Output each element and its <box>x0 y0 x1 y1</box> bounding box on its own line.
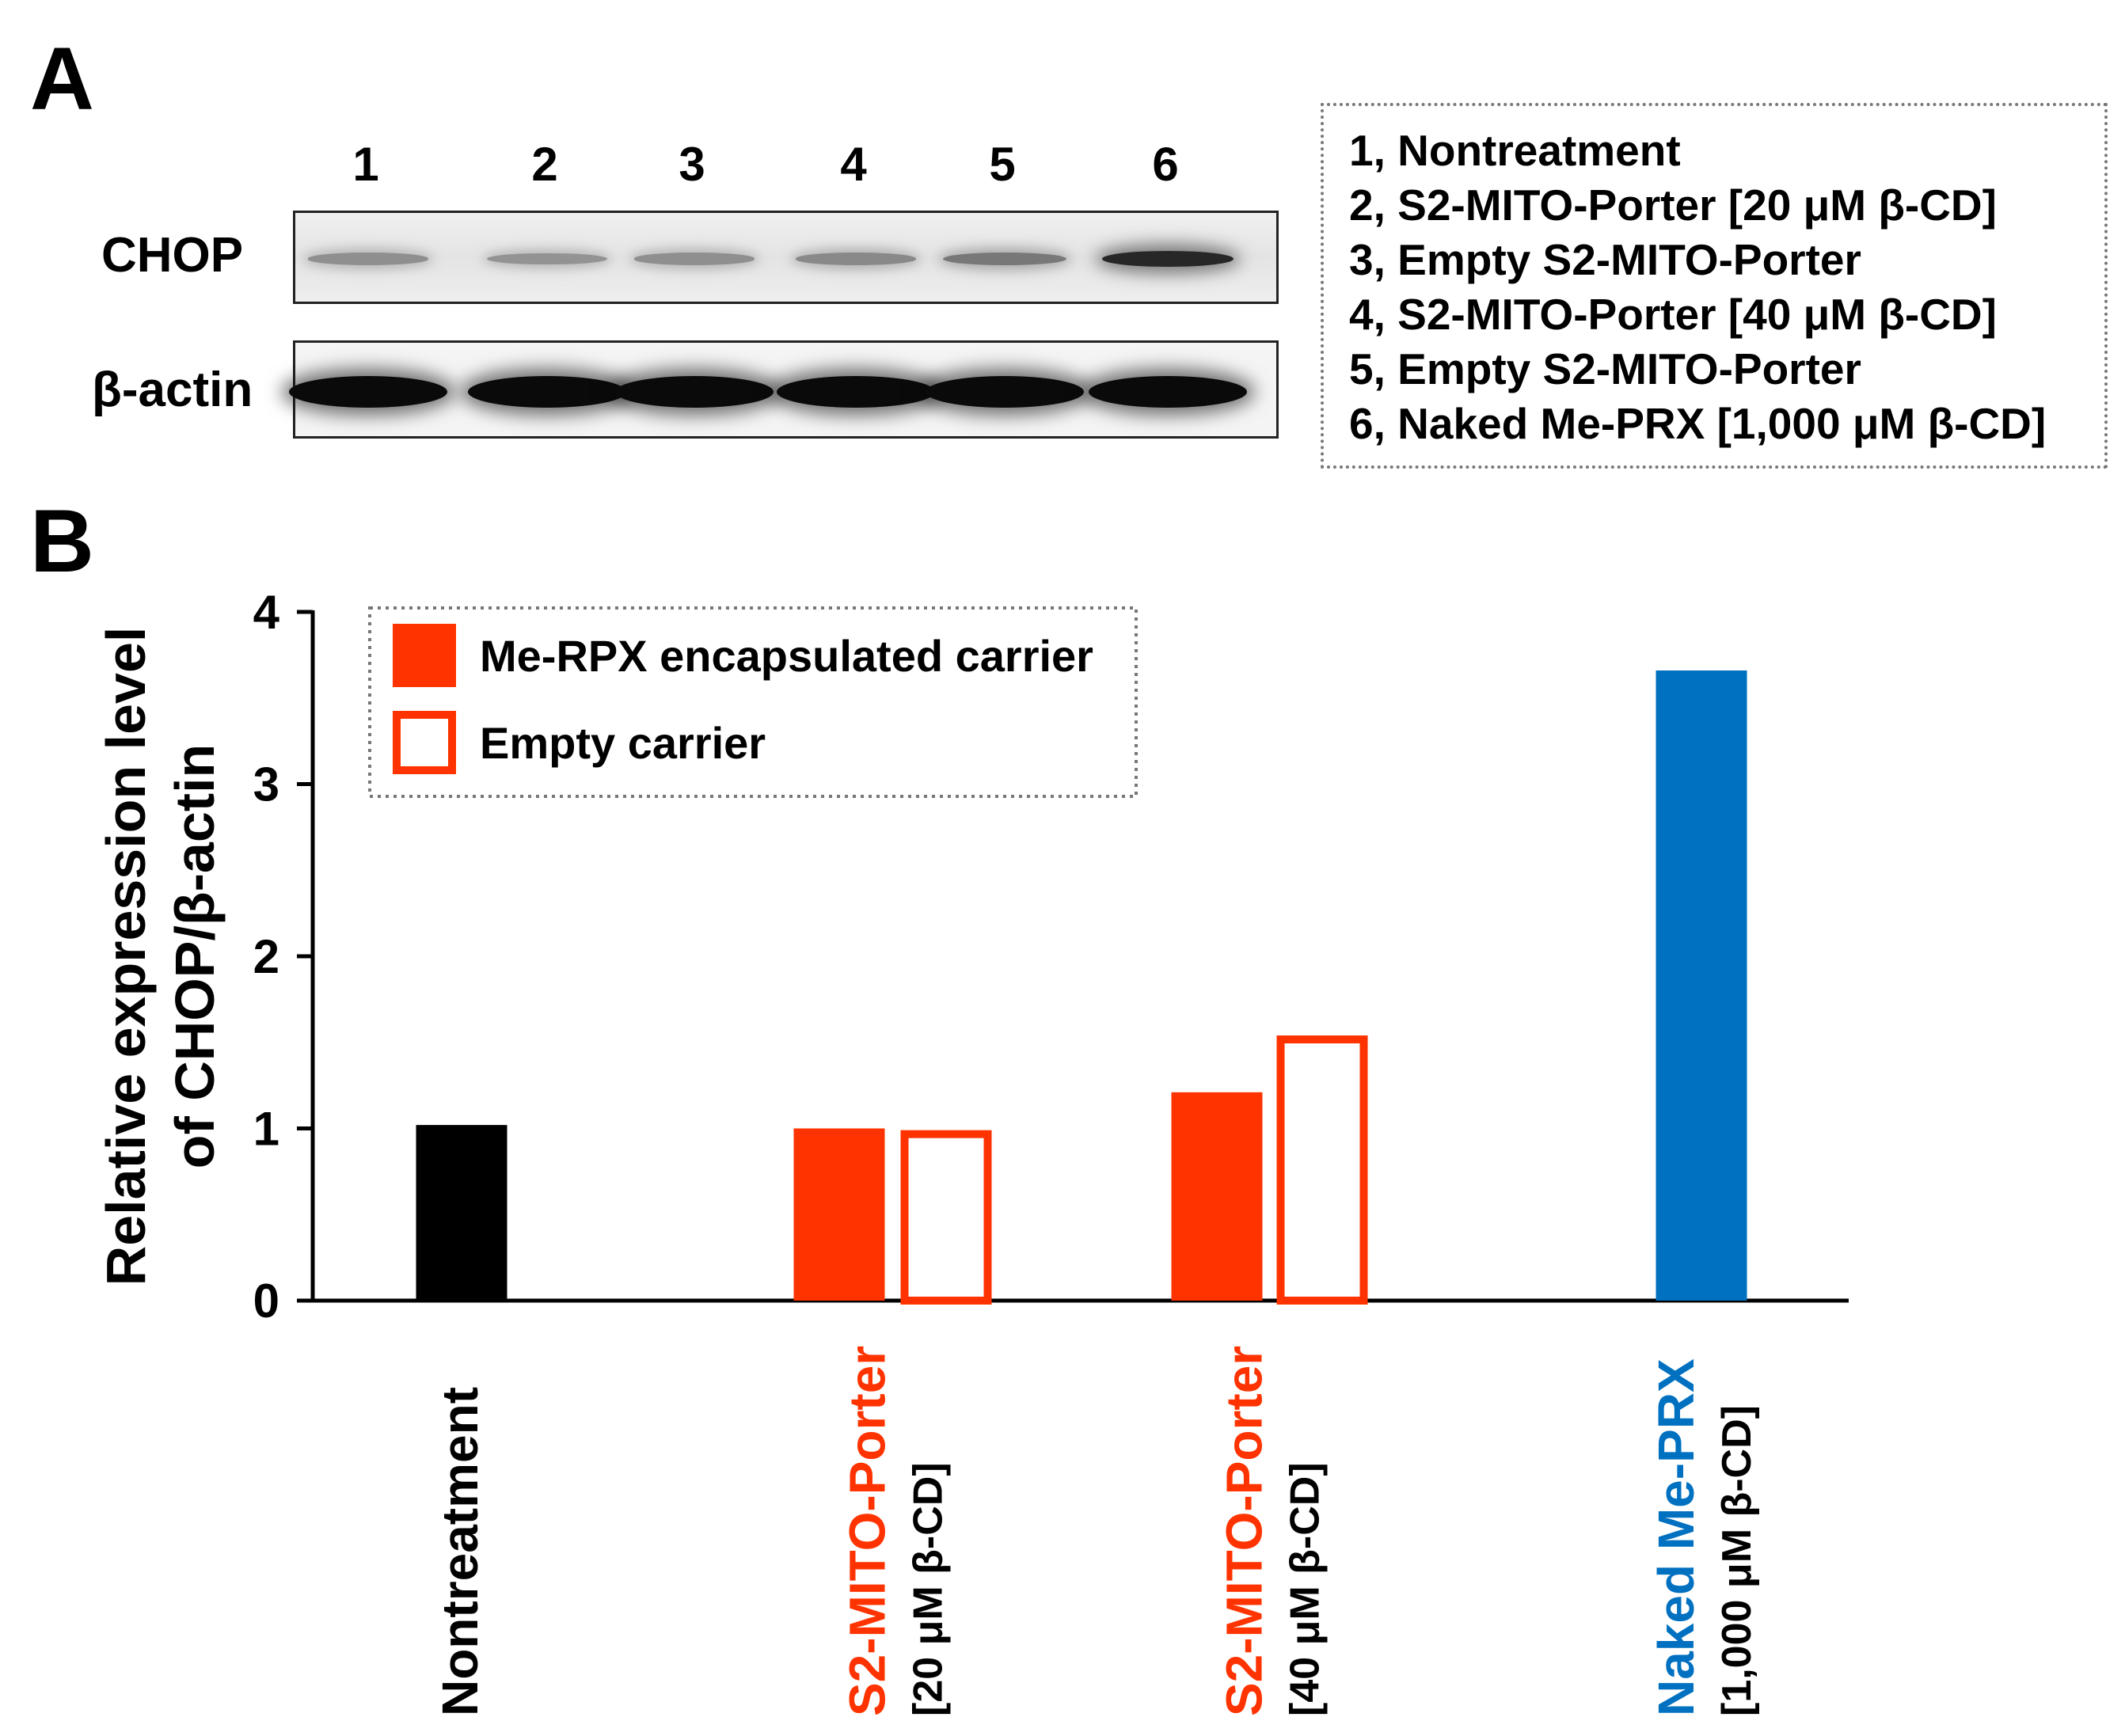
x-category-label: Naked Me-PRX <box>1648 1358 1705 1716</box>
y-tick-label: 4 <box>253 586 280 639</box>
lane-key-item: 4, S2-MITO-Porter [40 μM β-CD] <box>1349 290 1997 339</box>
bar <box>1656 670 1747 1301</box>
lane-key-item: 1, Nontreatment <box>1349 126 1681 175</box>
legend-swatch <box>393 624 456 687</box>
y-tick-label: 0 <box>253 1274 279 1328</box>
blot-band <box>1101 250 1234 268</box>
panel-b-letter: B <box>30 492 94 591</box>
blot-band <box>1089 376 1247 408</box>
panel-a-letter: A <box>30 29 94 128</box>
legend-swatch <box>393 711 456 774</box>
y-tick-label: 3 <box>253 758 279 811</box>
bar <box>1276 1035 1368 1305</box>
x-category-label: Nontreatment <box>431 1387 488 1716</box>
lane-key: 1, Nontreatment 2, S2-MITO-Porter [20 μM… <box>1321 103 2108 469</box>
y-tick-label: 2 <box>253 930 279 983</box>
blot-band <box>795 253 917 265</box>
x-category-sublabel: [20 μM β-CD] <box>906 1462 952 1716</box>
bar <box>1171 1092 1263 1301</box>
bar <box>900 1130 992 1305</box>
lane-number: 6 <box>1152 138 1179 191</box>
blot-band <box>487 253 607 265</box>
x-category-label: S2-MITO-Porter <box>839 1346 896 1716</box>
legend-label: Empty carrier <box>480 718 766 768</box>
legend-frame <box>368 606 1138 798</box>
y-axis-label: of CHOP/β-actin <box>164 744 226 1169</box>
lane-number: 3 <box>679 138 705 191</box>
y-tick-label: 1 <box>253 1103 279 1156</box>
actin-row-label: β-actin <box>92 363 253 417</box>
lane-number: 2 <box>531 138 558 191</box>
bar <box>416 1125 507 1301</box>
legend-label: Me-RPX encapsulated carrier <box>480 631 1093 681</box>
lane-key-item: 2, S2-MITO-Porter [20 μM β-CD] <box>1349 180 1997 230</box>
x-category-sublabel: [1,000 μM β-CD] <box>1714 1405 1760 1716</box>
chop-blot <box>293 211 1279 304</box>
legend: Me-RPX encapsulated carrier Empty carrier <box>368 606 1138 798</box>
chop-row-label: CHOP <box>101 228 244 283</box>
lane-number: 4 <box>840 138 867 191</box>
lane-key-item: 3, Empty S2-MITO-Porter <box>1349 235 1861 284</box>
blot-band <box>926 376 1084 408</box>
lane-number: 1 <box>352 138 379 191</box>
blot-band <box>615 376 774 408</box>
blot-band <box>633 253 755 265</box>
actin-blot <box>289 340 1279 439</box>
blot-band <box>289 376 447 408</box>
x-category-label: S2-MITO-Porter <box>1216 1346 1273 1716</box>
x-category-sublabel: [40 μM β-CD] <box>1283 1462 1329 1716</box>
bar <box>793 1128 885 1301</box>
lane-key-item: 5, Empty S2-MITO-Porter <box>1349 344 1861 393</box>
lane-key-item: 6, Naked Me-PRX [1,000 μM β-CD] <box>1349 399 2047 448</box>
blot-band <box>943 252 1066 266</box>
lane-number: 5 <box>989 138 1016 191</box>
y-axis-label: Relative expression level <box>95 627 157 1286</box>
blot-band <box>307 253 429 265</box>
blot-band <box>777 376 935 408</box>
blot-band <box>468 376 626 408</box>
